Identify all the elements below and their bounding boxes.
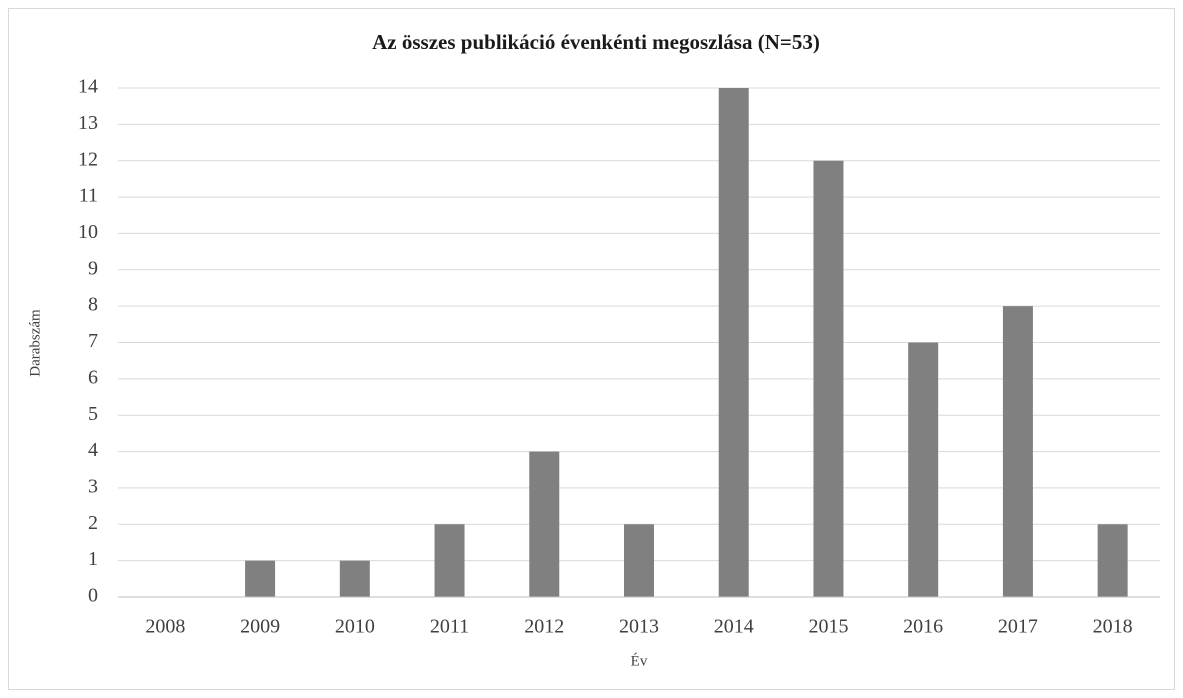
y-tick-label: 3 <box>88 476 98 498</box>
y-tick-label: 12 <box>78 148 98 170</box>
bar <box>529 451 560 597</box>
bar <box>624 524 654 597</box>
x-tick-label: 2015 <box>808 616 848 638</box>
x-tick-label: 2008 <box>145 616 185 638</box>
x-tick-label: 2011 <box>430 616 469 638</box>
y-tick-label: 8 <box>88 294 98 316</box>
y-tick-label: 4 <box>88 439 98 461</box>
y-tick-label: 9 <box>88 257 98 279</box>
x-tick-label: 2016 <box>903 616 943 638</box>
bar <box>908 342 939 597</box>
y-tick-label: 10 <box>78 221 98 243</box>
chart-title: Az összes publikáció évenkénti megoszlás… <box>372 30 820 54</box>
bar <box>1002 306 1033 597</box>
y-tick-label: 7 <box>88 330 98 352</box>
y-tick-label: 0 <box>88 585 98 607</box>
y-tick-label: 1 <box>88 548 98 570</box>
y-tick-label: 11 <box>79 185 98 207</box>
y-axis-label: Darabszám <box>27 309 43 377</box>
y-tick-label: 13 <box>78 112 98 134</box>
y-tick-label: 2 <box>88 512 98 534</box>
y-tick-label: 14 <box>78 76 98 98</box>
bar <box>245 560 276 597</box>
chart-border <box>8 8 1175 690</box>
y-tick-label: 6 <box>88 366 98 388</box>
y-tick-label: 5 <box>88 403 98 425</box>
bar <box>339 560 370 597</box>
x-tick-label: 2010 <box>335 616 375 638</box>
x-tick-label: 2018 <box>1093 616 1133 638</box>
x-tick-label: 2014 <box>714 616 754 638</box>
x-tick-label: 2012 <box>524 616 564 638</box>
x-tick-label: 2009 <box>240 616 280 638</box>
bar <box>434 524 465 597</box>
x-axis-label: Év <box>631 652 648 669</box>
x-tick-label: 2013 <box>619 616 659 638</box>
bar <box>813 160 844 597</box>
bar <box>1097 524 1128 597</box>
bar <box>718 88 749 597</box>
x-tick-label: 2017 <box>998 616 1038 638</box>
